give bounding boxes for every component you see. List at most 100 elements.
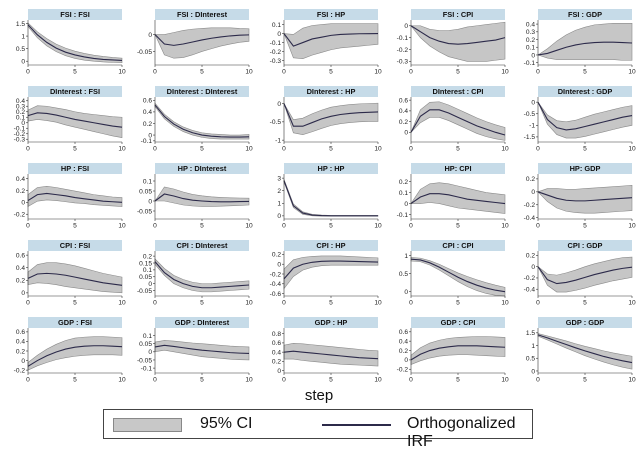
legend-irf-line — [322, 424, 391, 426]
y-tick-label: 0.8 — [272, 331, 281, 338]
y-tick-label: 0.3 — [16, 104, 25, 111]
y-tick-label: 1 — [404, 253, 408, 260]
x-tick-label: 10 — [501, 300, 509, 307]
ci-band — [283, 102, 379, 135]
irf-line — [537, 191, 633, 202]
irf-panel: CPI : FSI 0.6 0.4 0.2 00 5 10 — [16, 240, 126, 307]
ci-band — [537, 101, 633, 139]
panel-title-bar — [284, 317, 378, 328]
y-tick-label: 0.2 — [143, 121, 152, 128]
ci-band — [283, 255, 379, 290]
x-tick-label: 0 — [26, 223, 30, 230]
x-tick-label: 10 — [628, 146, 636, 153]
panel-title-bar — [155, 163, 249, 174]
x-tick-label: 10 — [245, 69, 253, 76]
y-tick-label: 0.1 — [143, 267, 152, 274]
y-tick-label: 0.2 — [16, 278, 25, 285]
y-tick-label: 0.15 — [139, 260, 152, 267]
y-tick-label: 0 — [277, 101, 281, 108]
x-tick-label: 10 — [374, 377, 382, 384]
y-tick-label: 0.4 — [143, 109, 152, 116]
y-tick-label: -0.3 — [397, 59, 409, 66]
x-tick-label: 0 — [26, 69, 30, 76]
panel-title-bar — [538, 240, 632, 251]
y-tick-label: 0.4 — [16, 339, 25, 346]
panel-title: FSI : FSI — [60, 10, 90, 19]
panel-title-bar — [28, 86, 122, 97]
ci-band — [537, 23, 633, 61]
y-tick-label: 0.2 — [16, 109, 25, 116]
irf-line — [27, 345, 123, 367]
y-tick-label: 1.5 — [526, 330, 535, 337]
panel-title-bar — [538, 9, 632, 20]
x-tick-label: 10 — [245, 377, 253, 384]
x-tick-label: 10 — [245, 300, 253, 307]
x-tick-label: 10 — [374, 300, 382, 307]
panel-title: GDP : FSI — [58, 318, 92, 327]
x-tick-label: 10 — [245, 146, 253, 153]
y-tick-label: 0 — [531, 99, 535, 106]
y-tick-label: 0.05 — [139, 341, 152, 348]
irf-panel: GDP : HP 0.8 0.6 0.4 0.2 00 5 10 — [272, 317, 382, 384]
irf-line — [154, 261, 250, 289]
panel-title: DInterest : HP — [307, 87, 356, 96]
irf-panel: DInterest : FSI0.40.30.20.10-0.1-0.2-0.3… — [14, 86, 126, 153]
y-tick-label: 1 — [21, 33, 25, 40]
panel-title: DInterest : GDP — [558, 87, 613, 96]
y-tick-label: 0.1 — [526, 45, 535, 52]
irf-line — [410, 193, 506, 205]
irf-panel: FSI : DInterest 0 -0.05 0 5 10 — [137, 9, 253, 76]
y-tick-label: 0.2 — [272, 359, 281, 366]
y-tick-label: -0.3 — [270, 58, 282, 65]
x-tick-label: 10 — [501, 146, 509, 153]
y-tick-label: -0.1 — [14, 126, 26, 133]
x-tick-label: 5 — [73, 223, 77, 230]
y-tick-label: 0 — [21, 358, 25, 365]
ci-band — [537, 185, 633, 214]
y-tick-label: -1 — [275, 137, 281, 144]
y-tick-label: -0.2 — [397, 367, 409, 374]
y-tick-label: 0 — [148, 32, 152, 39]
x-tick-label: 5 — [329, 146, 333, 153]
x-tick-label: 5 — [583, 223, 587, 230]
y-tick-label: 0 — [531, 52, 535, 59]
ci-band — [154, 102, 250, 140]
y-tick-label: 0.1 — [143, 178, 152, 185]
ci-band — [154, 186, 250, 207]
y-tick-label: -0.1 — [141, 138, 153, 145]
y-tick-label: 0 — [277, 213, 281, 220]
panel-title-bar — [538, 317, 632, 328]
irf-panel: FSI : HP0.10-0.1-0.2-0.30 5 10 — [270, 9, 382, 76]
x-tick-label: 0 — [409, 300, 413, 307]
y-tick-label: -0.1 — [270, 40, 282, 47]
y-tick-label: 0.6 — [143, 98, 152, 105]
panel-title-bar — [155, 9, 249, 20]
x-tick-label: 10 — [374, 223, 382, 230]
x-tick-label: 10 — [501, 223, 509, 230]
irf-panel: DInterest : HP0-0.5-10 5 10 — [270, 86, 382, 153]
panel-title: DInterest : FSI — [50, 87, 100, 96]
y-tick-label: 0 — [21, 59, 25, 66]
y-tick-label: 0 — [148, 281, 152, 288]
y-tick-label: 0 — [404, 201, 408, 208]
x-tick-label: 10 — [245, 223, 253, 230]
panel-title: HP : FSI — [61, 164, 89, 173]
y-tick-label: -0.2 — [14, 212, 26, 219]
panel-title-bar — [411, 86, 505, 97]
x-tick-label: 5 — [583, 69, 587, 76]
y-tick-label: 0 — [531, 264, 535, 271]
y-tick-label: -0.4 — [524, 215, 536, 222]
irf-line — [410, 258, 506, 293]
y-tick-label: 0.2 — [272, 252, 281, 259]
panel-title-bar — [538, 86, 632, 97]
y-tick-label: -0.3 — [14, 137, 26, 144]
x-tick-label: 0 — [409, 69, 413, 76]
y-tick-label: 0.5 — [399, 271, 408, 278]
y-tick-label: 0 — [531, 189, 535, 196]
